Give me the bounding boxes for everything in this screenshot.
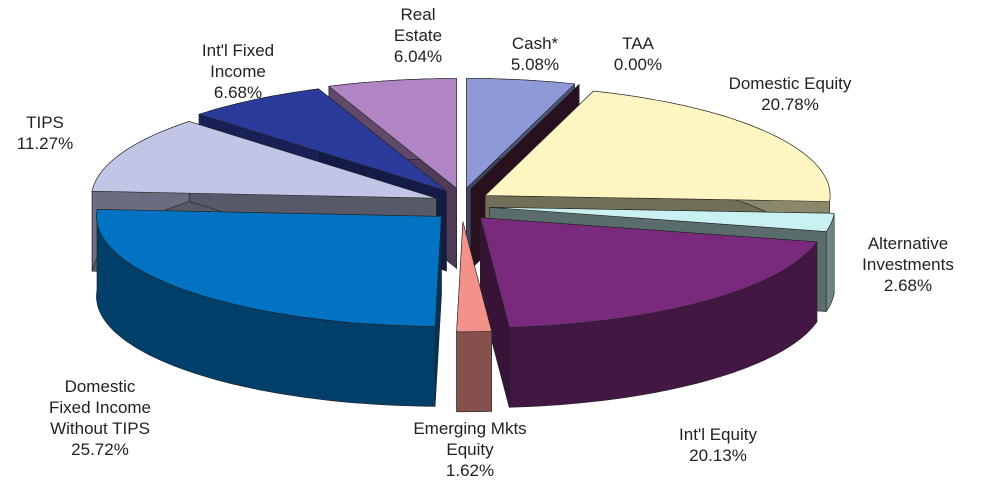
slice-label: Int'l Fixed Income 6.68% — [148, 40, 328, 103]
value-label: 0.00% — [613, 55, 663, 74]
category-label: Int'l Equity — [679, 425, 757, 444]
category-label: TAA — [622, 34, 654, 53]
value-label: 1.62% — [445, 461, 495, 480]
slice-label: Int'l Equity 20.13% — [628, 424, 808, 466]
slice — [456, 221, 493, 333]
value-label: 20.78% — [761, 95, 819, 114]
value-label: 25.72% — [71, 440, 129, 459]
slice-side — [456, 331, 492, 413]
category-label: Domestic Equity — [728, 74, 852, 93]
value-label: 11.27% — [16, 134, 74, 153]
category-label: Alternative Investments — [862, 234, 954, 274]
slice — [198, 88, 447, 192]
value-label: 20.13% — [689, 446, 747, 465]
slice — [91, 121, 437, 199]
slice-label: Cash* 5.08% — [445, 33, 625, 75]
slice-label: Alternative Investments 2.68% — [818, 233, 981, 296]
value-label: 2.68% — [883, 276, 933, 295]
slice — [96, 209, 442, 327]
slice-label: Domestic Equity 20.78% — [700, 73, 880, 115]
value-label: 5.08% — [510, 55, 560, 74]
slice — [484, 90, 831, 202]
slice — [328, 78, 457, 190]
category-label: Real Estate — [393, 5, 443, 45]
category-label: Cash* — [511, 34, 559, 53]
slice-label: Emerging Mkts Equity 1.62% — [380, 418, 560, 481]
category-label: Int'l Fixed Income — [201, 41, 275, 81]
slice-label: TIPS 11.27% — [0, 112, 135, 154]
slice — [480, 217, 818, 328]
slice-label: Domestic Fixed Income Without TIPS 25.72% — [10, 376, 190, 460]
slice — [466, 78, 576, 190]
category-label: Domestic Fixed Income Without TIPS — [48, 377, 152, 438]
category-label: Emerging Mkts Equity — [413, 419, 527, 459]
slice — [470, 84, 580, 190]
value-label: 6.04% — [393, 47, 443, 66]
category-label: TIPS — [26, 113, 64, 132]
slice-label: TAA 0.00% — [548, 33, 728, 75]
slice — [489, 207, 835, 232]
value-label: 6.68% — [213, 83, 263, 102]
slice-label: Real Estate 6.04% — [328, 4, 508, 67]
